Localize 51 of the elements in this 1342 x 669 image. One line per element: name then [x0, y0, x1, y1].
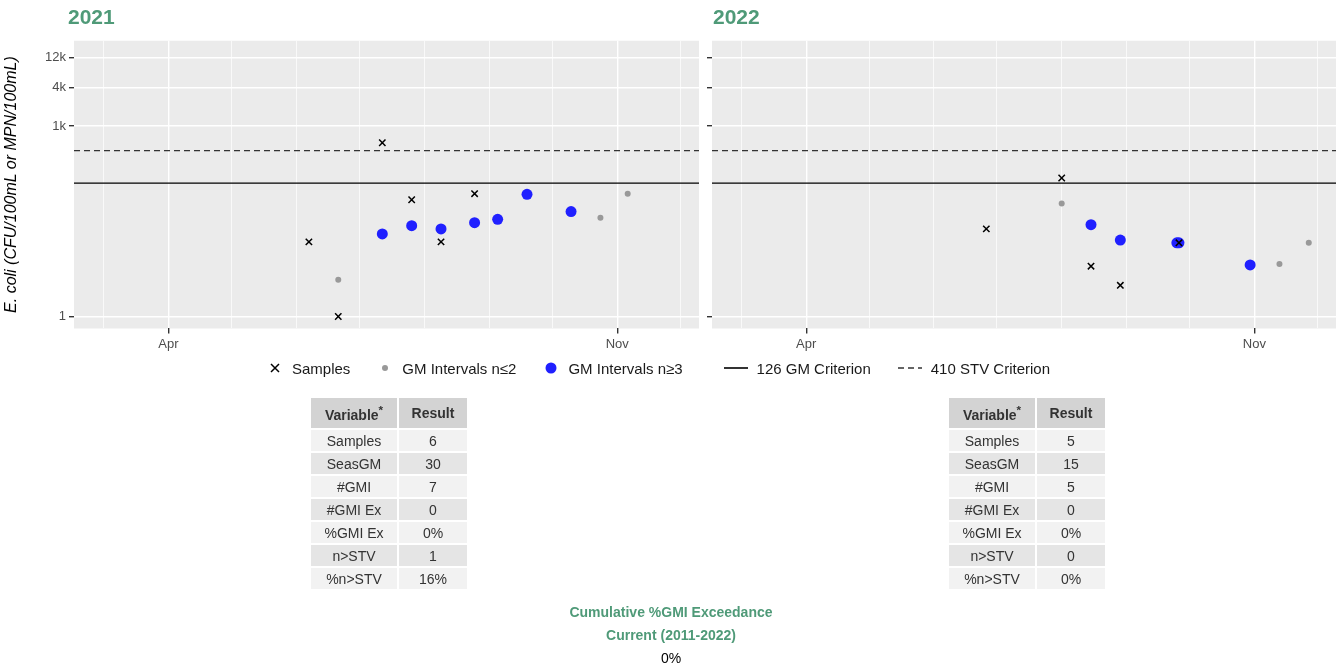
y-axis-title: E. coli (CFU/100mL or MPN/100mL): [2, 56, 20, 313]
category-label: n>STV: [949, 545, 1035, 566]
x-tick-label: Nov: [605, 335, 630, 351]
category-label: n>STV: [311, 545, 397, 566]
text: Variable$^{*}$: [311, 398, 397, 428]
text: Current (2011-2022): [605, 627, 737, 645]
text: 30: [425, 455, 441, 472]
text: 16%: [418, 570, 448, 587]
text: Cumulative %GMI Exceedance: [568, 604, 774, 622]
category-label: %n>STV: [949, 568, 1035, 589]
category-label: #GMI: [311, 476, 397, 497]
text: 0%: [1060, 570, 1082, 587]
x-tick-label: Apr: [796, 335, 818, 351]
legend-label: 126 GM Criterion: [756, 359, 871, 377]
category-label: Samples: [949, 430, 1035, 451]
text: 6: [429, 432, 437, 449]
y-tick-label: 1: [58, 308, 66, 324]
legend-label: 410 STV Criterion: [930, 359, 1050, 377]
category-label: #GMI Ex: [311, 499, 397, 520]
category-label: Samples: [311, 430, 397, 451]
legend-label: Samples: [291, 359, 351, 377]
category-label: #GMI: [949, 476, 1035, 497]
text: 5: [1067, 432, 1075, 449]
text: Variable$^{*}$: [949, 398, 1035, 428]
text: 0: [429, 501, 437, 518]
y-tick-label: 4k: [52, 79, 67, 95]
x-tick-label: Apr: [158, 335, 180, 351]
category-label: %GMI Ex: [949, 522, 1035, 543]
x-tick-label: Nov: [1242, 335, 1267, 351]
legend-label: GM Intervals n≥3: [568, 359, 683, 377]
text: 0%: [422, 524, 444, 541]
category-label: %GMI Ex: [311, 522, 397, 543]
legend-label: GM Intervals n≤2: [402, 359, 517, 377]
category-label: SeasGM: [949, 453, 1035, 474]
text: 0%: [659, 650, 683, 668]
text: 0%: [1060, 524, 1082, 541]
category-label: %n>STV: [311, 568, 397, 589]
category-label: SeasGM: [311, 453, 397, 474]
chart-title: 2021: [68, 5, 115, 29]
text: 0: [1067, 547, 1075, 564]
chart-title: 2022: [713, 5, 760, 29]
y-tick-label: 1k: [52, 117, 67, 133]
text: 15: [1063, 455, 1079, 472]
category-label: #GMI Ex: [949, 499, 1035, 520]
text: 0: [1067, 501, 1075, 518]
text: Result: [1037, 398, 1105, 428]
text: 1: [429, 547, 437, 564]
text: Result: [399, 398, 467, 428]
text: 7: [429, 478, 437, 495]
y-tick-label: 12k: [45, 49, 67, 65]
text: 5: [1067, 478, 1075, 495]
